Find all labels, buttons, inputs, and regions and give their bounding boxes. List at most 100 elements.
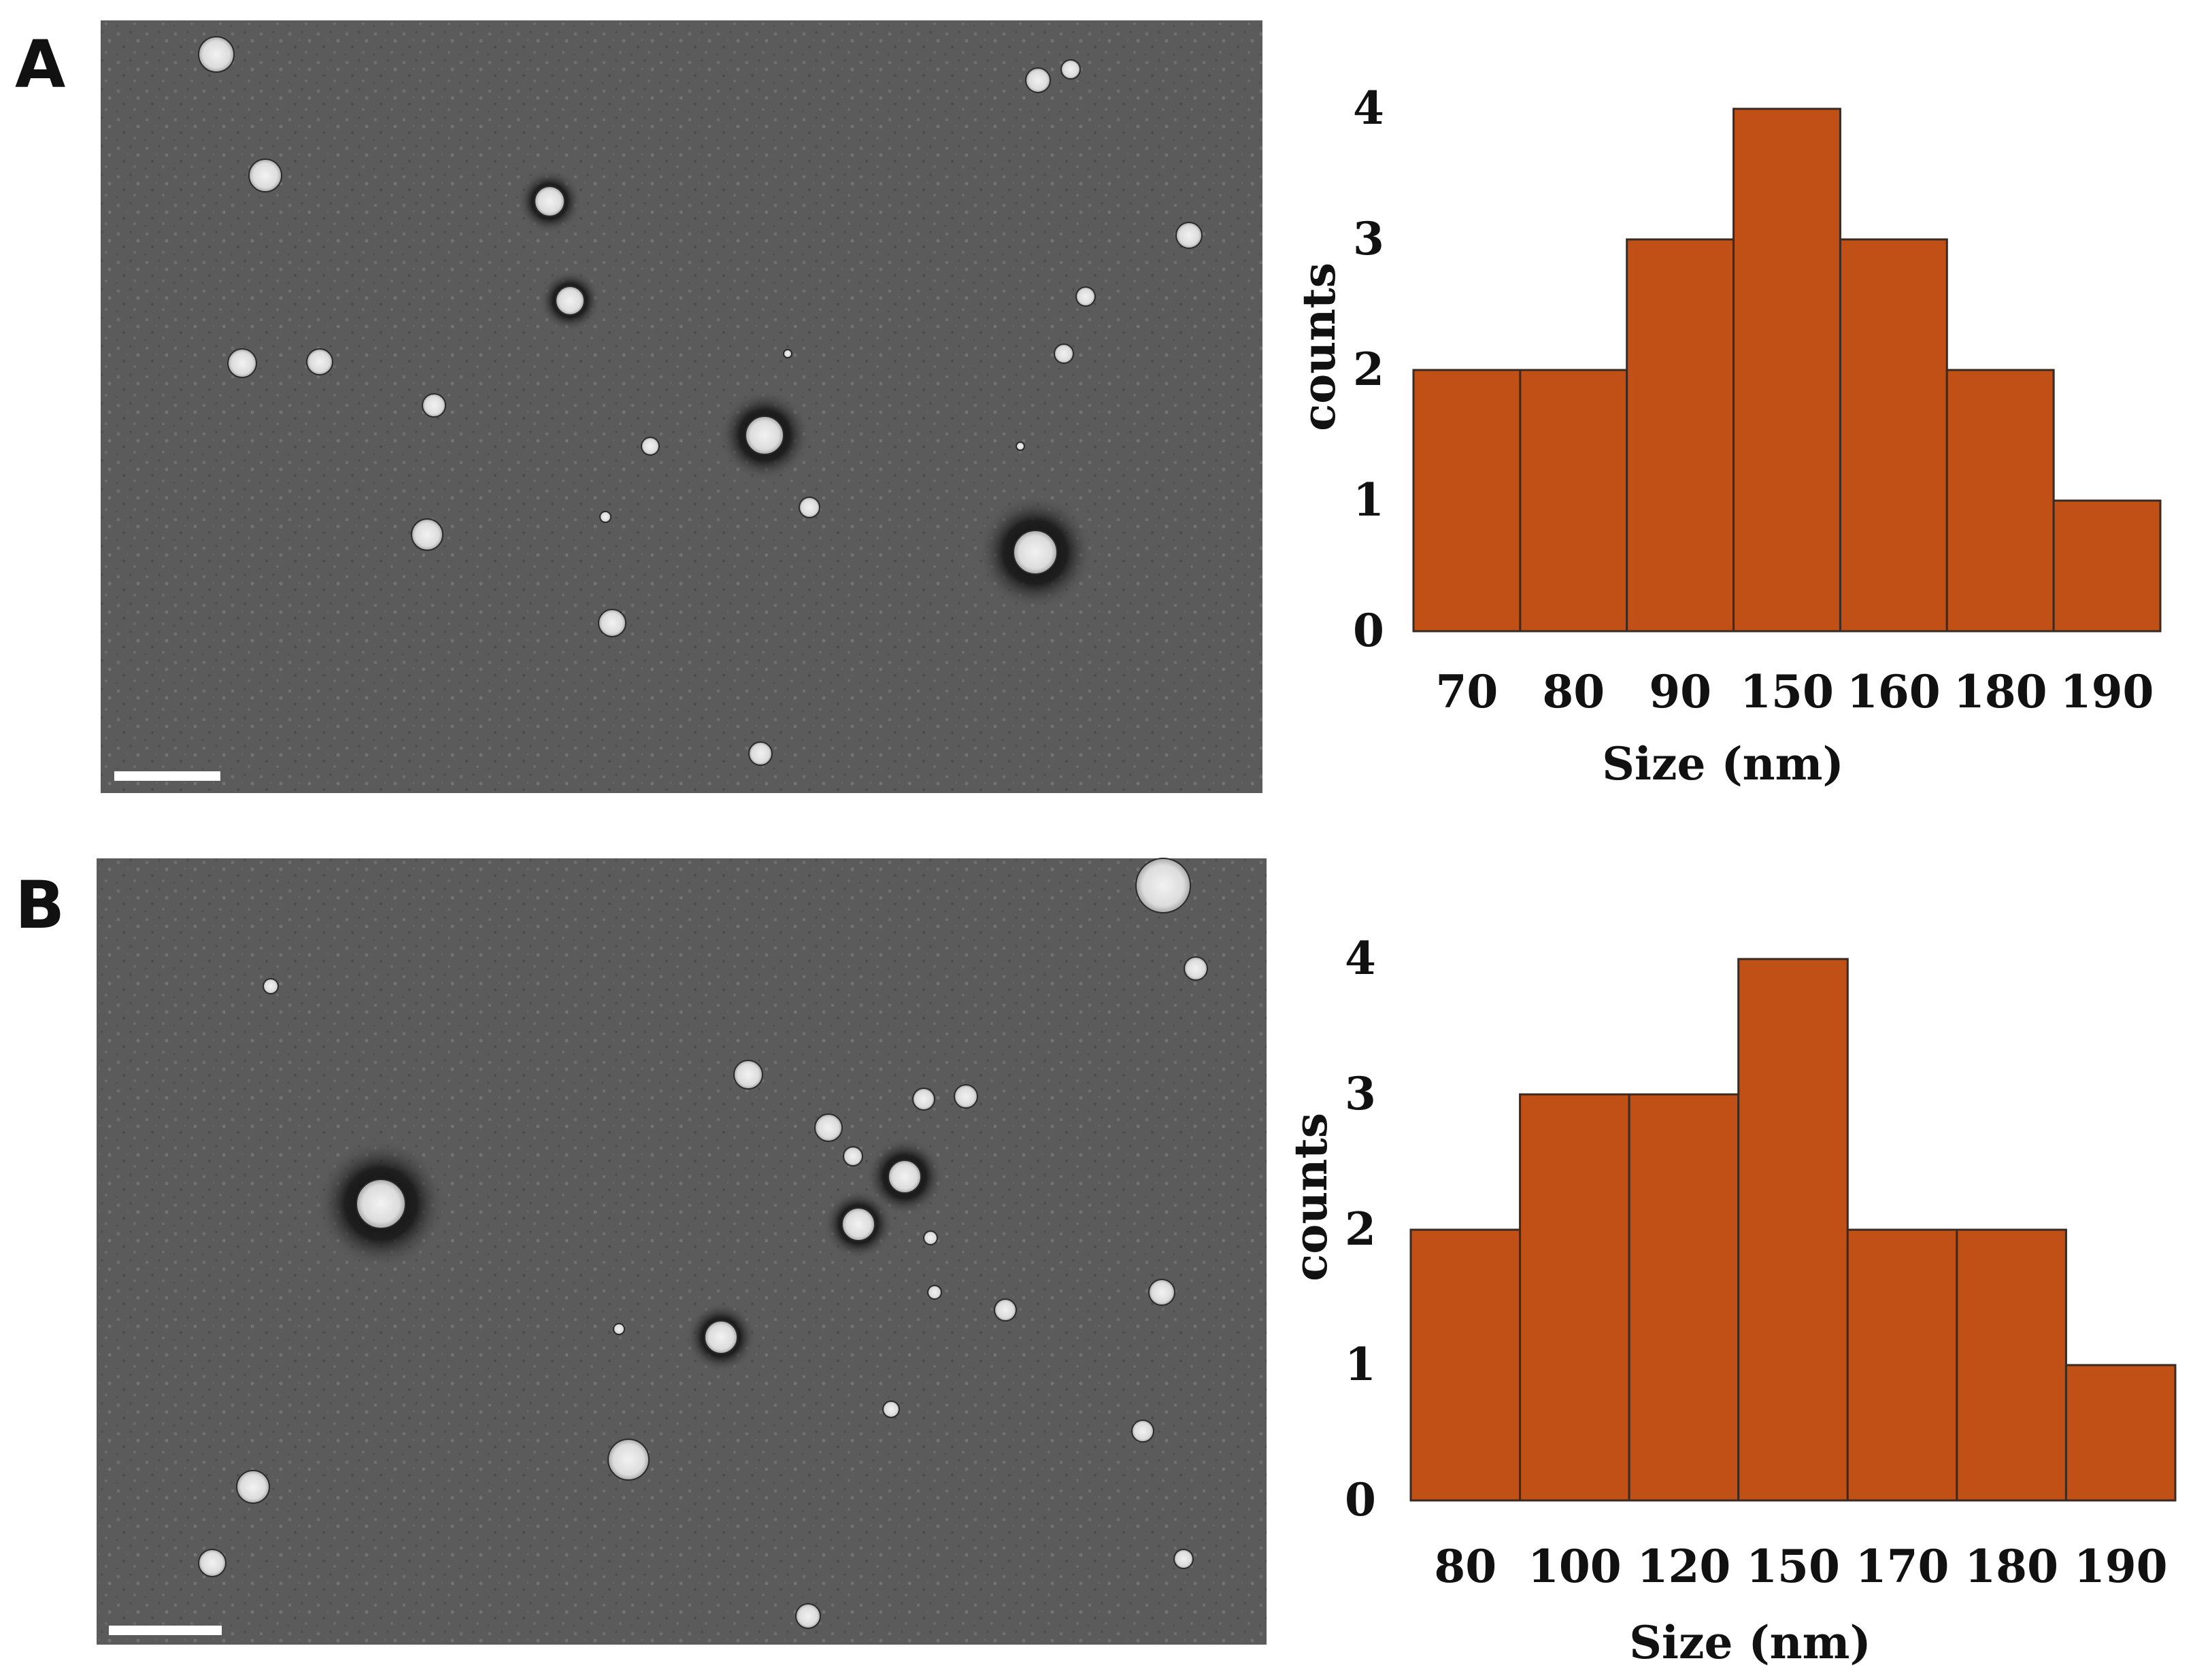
histogram-a-bar [1839, 238, 1948, 633]
histogram-a-y-ticks: 0 1 2 3 4 [1353, 82, 1384, 657]
histogram-b-y-tick-label: 0 [1345, 1473, 1376, 1526]
histogram-a-x-tick-label: 80 [1542, 665, 1605, 718]
particle [198, 36, 235, 73]
particle [748, 741, 773, 766]
histogram-a-bar [1732, 107, 1841, 633]
particle [923, 1230, 938, 1245]
particle [599, 511, 612, 523]
histogram-a-x-ticks: 70 80 90 150 160 180 190 [1435, 665, 2154, 718]
histogram-b-y-ticks: 0 1 2 3 4 [1345, 932, 1376, 1526]
particle [641, 437, 660, 456]
histogram-a-x-tick-label: 150 [1740, 665, 1834, 718]
particle [795, 1603, 821, 1629]
particle [882, 1400, 900, 1418]
histogram-b-x-tick-label: 180 [1964, 1540, 2058, 1593]
histogram-a-x-tick-label: 90 [1649, 665, 1711, 718]
particle [1060, 59, 1081, 80]
histogram-a-bar [1945, 369, 2055, 633]
histogram-a-bar [1519, 369, 1628, 633]
histogram-a-y-tick-label: 3 [1353, 212, 1384, 265]
particle [1016, 441, 1025, 451]
panel-b: B 0 1 2 3 4 80 100 120 150 170 180 190 Size (nm) c… [15, 858, 2177, 1669]
particle [555, 286, 585, 316]
micrograph-a-particles [198, 36, 1203, 766]
particle [1025, 67, 1051, 93]
particle [422, 393, 446, 418]
particle [1013, 530, 1058, 575]
histogram-a-x-axis-title: Size (nm) [1602, 737, 1843, 790]
histogram-b-y-tick-label: 2 [1345, 1203, 1376, 1256]
histogram-a-bar [1412, 369, 1522, 633]
particle [954, 1084, 978, 1109]
particle [733, 1060, 763, 1090]
particle [745, 416, 784, 455]
histogram-b-x-tick-label: 100 [1528, 1540, 1622, 1593]
panel-a: A 0 1 2 3 4 70 80 90 150 160 180 190 Size (nm) cou… [15, 20, 2162, 793]
particle [1173, 1549, 1194, 1569]
histogram-b-bar [2064, 1364, 2177, 1502]
panel-letter-b: B [15, 867, 65, 943]
histogram-b-bar [1519, 1093, 1630, 1502]
histogram-b-x-ticks: 80 100 120 150 170 180 190 [1434, 1540, 2167, 1593]
particle [1184, 956, 1208, 981]
histogram-a-y-tick-label: 1 [1353, 473, 1384, 526]
particle [783, 349, 792, 358]
particle [1135, 858, 1191, 913]
histogram-b-bar [1409, 1228, 1522, 1502]
histogram-a-x-tick-label: 70 [1435, 665, 1498, 718]
particle [411, 518, 443, 551]
particle [1054, 343, 1074, 364]
micrograph-a [101, 20, 1262, 793]
particle [227, 348, 257, 378]
particle [927, 1285, 942, 1300]
micrograph-a-background [101, 20, 1262, 793]
particle [704, 1320, 738, 1354]
histogram-a-bar [1626, 238, 1735, 633]
particle [306, 348, 333, 375]
micrograph-b-particles [198, 858, 1208, 1629]
particle [1075, 286, 1096, 307]
micrograph-b-background [97, 858, 1267, 1645]
histogram-b-y-tick-label: 4 [1345, 932, 1376, 985]
particle [534, 186, 565, 217]
histogram-b-bar [1737, 958, 1849, 1502]
micrograph-b [97, 858, 1267, 1645]
particle [912, 1088, 935, 1111]
particle [1131, 1419, 1154, 1443]
histogram-b-bars [1409, 958, 2177, 1502]
scale-bar-b [109, 1626, 222, 1635]
histogram-b-x-tick-label: 120 [1637, 1540, 1731, 1593]
histogram-a-x-tick-label: 160 [1847, 665, 1941, 718]
histogram-b-bar [1956, 1228, 2067, 1502]
particle [236, 1470, 270, 1504]
particle [814, 1113, 843, 1142]
particle [598, 609, 626, 637]
histogram-a: 0 1 2 3 4 70 80 90 150 160 180 190 Size (nm) count… [1292, 82, 2162, 790]
particle [799, 497, 820, 518]
particle [888, 1160, 922, 1194]
histogram-b-x-tick-label: 150 [1746, 1540, 1840, 1593]
histogram-b-y-axis-title: counts [1284, 1113, 1337, 1281]
particle [994, 1298, 1017, 1322]
histogram-a-x-tick-label: 190 [2060, 665, 2154, 718]
particle [841, 1207, 875, 1241]
particle [356, 1179, 406, 1229]
particle [198, 1549, 227, 1577]
scale-bar-a [114, 771, 220, 781]
panel-letter-a: A [15, 27, 65, 103]
particle [843, 1146, 863, 1166]
histogram-a-bar [2052, 499, 2162, 633]
histogram-a-x-tick-label: 180 [1954, 665, 2047, 718]
histogram-b-x-tick-label: 80 [1434, 1540, 1496, 1593]
histogram-a-y-axis-title: counts [1292, 263, 1345, 431]
histogram-a-y-tick-label: 2 [1353, 343, 1384, 396]
particle [248, 158, 282, 192]
histogram-b-bar [1628, 1093, 1740, 1502]
histogram-b-y-tick-label: 3 [1345, 1067, 1376, 1120]
histogram-b-x-tick-label: 190 [2074, 1540, 2168, 1593]
histogram-a-bars [1412, 107, 2162, 633]
histogram-a-y-tick-label: 0 [1353, 604, 1384, 657]
histogram-b-x-tick-label: 170 [1856, 1540, 1949, 1593]
particle [1148, 1279, 1175, 1306]
